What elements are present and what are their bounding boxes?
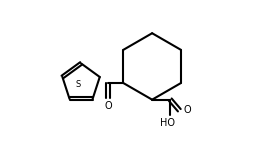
Text: HO: HO (160, 118, 175, 128)
Text: S: S (76, 80, 81, 89)
Text: O: O (104, 101, 112, 111)
Text: O: O (184, 105, 192, 115)
